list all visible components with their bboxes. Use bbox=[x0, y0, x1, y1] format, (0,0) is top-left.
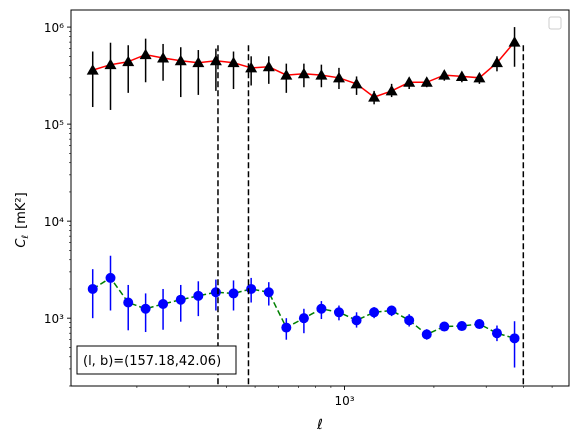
series-1-point bbox=[508, 36, 521, 47]
series-2-point bbox=[369, 307, 380, 318]
series-2-point bbox=[491, 328, 502, 339]
series-2-point bbox=[193, 290, 204, 301]
series-2-point bbox=[140, 303, 151, 314]
series-1-point bbox=[104, 58, 117, 70]
series-2-point bbox=[123, 297, 134, 308]
y-tick-label: 10⁵ bbox=[44, 118, 64, 132]
svg-text:Cℓ[mK²]: Cℓ [mK²] bbox=[14, 192, 31, 247]
series-2-point bbox=[386, 305, 397, 316]
series-2-point bbox=[210, 287, 221, 298]
series-2-point bbox=[474, 319, 485, 330]
series-1-point bbox=[368, 91, 381, 102]
series-1-point bbox=[209, 54, 222, 66]
series-1-point bbox=[420, 76, 433, 87]
series-1-point bbox=[122, 55, 135, 67]
series-1-point bbox=[86, 64, 99, 75]
series-1-point bbox=[297, 67, 310, 79]
series-1-point bbox=[245, 61, 258, 73]
series-2-point bbox=[105, 272, 116, 283]
plot-area bbox=[86, 27, 525, 386]
series-2-point bbox=[421, 329, 432, 340]
series-1-point bbox=[227, 56, 240, 68]
series-2-point bbox=[228, 288, 239, 299]
y-tick-label: 10⁶ bbox=[44, 21, 64, 35]
series-2-point bbox=[263, 287, 274, 298]
series-1-point bbox=[350, 77, 363, 89]
series-2-point bbox=[404, 315, 415, 326]
y-axis-label-main: C bbox=[14, 238, 29, 248]
series-2-point bbox=[158, 298, 169, 309]
y-tick-label: 10⁴ bbox=[44, 215, 64, 229]
plot-frame bbox=[70, 9, 570, 387]
x-axis: 10³ bbox=[136, 386, 553, 408]
y-axis: 10³ 10⁴ 10⁵ 10⁶ bbox=[44, 21, 71, 387]
annotation-box bbox=[76, 345, 237, 375]
series-2-point bbox=[351, 315, 362, 326]
series-1-point bbox=[192, 56, 205, 68]
series-2-point bbox=[298, 313, 309, 324]
series-1-point bbox=[315, 69, 328, 80]
series-2-point bbox=[439, 321, 450, 332]
series-1-point bbox=[473, 71, 486, 83]
series-2-point bbox=[175, 294, 186, 305]
series-1-point bbox=[157, 52, 170, 63]
legend-box bbox=[548, 16, 562, 30]
series-1-point bbox=[455, 70, 468, 81]
series-1-point bbox=[332, 71, 345, 83]
x-axis-label: ℓ bbox=[316, 417, 323, 433]
annotation-text: (l, b)=(157.18,42.06) bbox=[83, 354, 221, 369]
y-axis-label: Cℓ [mK²] bbox=[14, 192, 31, 247]
y-axis-label-unit: [mK²] bbox=[14, 192, 29, 229]
series-2-point bbox=[281, 322, 292, 333]
y-tick-label: 10³ bbox=[44, 312, 64, 326]
series-1-point bbox=[262, 60, 275, 72]
series-2-point bbox=[509, 333, 520, 344]
series-1-point bbox=[403, 76, 416, 87]
series-1-point bbox=[280, 69, 293, 80]
series-2-point bbox=[316, 303, 327, 314]
series-2-point bbox=[333, 307, 344, 318]
series-1-point bbox=[438, 69, 451, 80]
series-2-point bbox=[87, 283, 98, 294]
series-1-point bbox=[139, 48, 152, 60]
series-1-point bbox=[174, 54, 187, 66]
series-2-point bbox=[246, 283, 257, 294]
x-tick-label: 10³ bbox=[334, 394, 354, 408]
series-1-point bbox=[385, 84, 398, 96]
y-axis-label-sub: ℓ bbox=[21, 235, 31, 240]
series-2-point bbox=[456, 321, 467, 332]
series-1-point bbox=[490, 56, 503, 68]
